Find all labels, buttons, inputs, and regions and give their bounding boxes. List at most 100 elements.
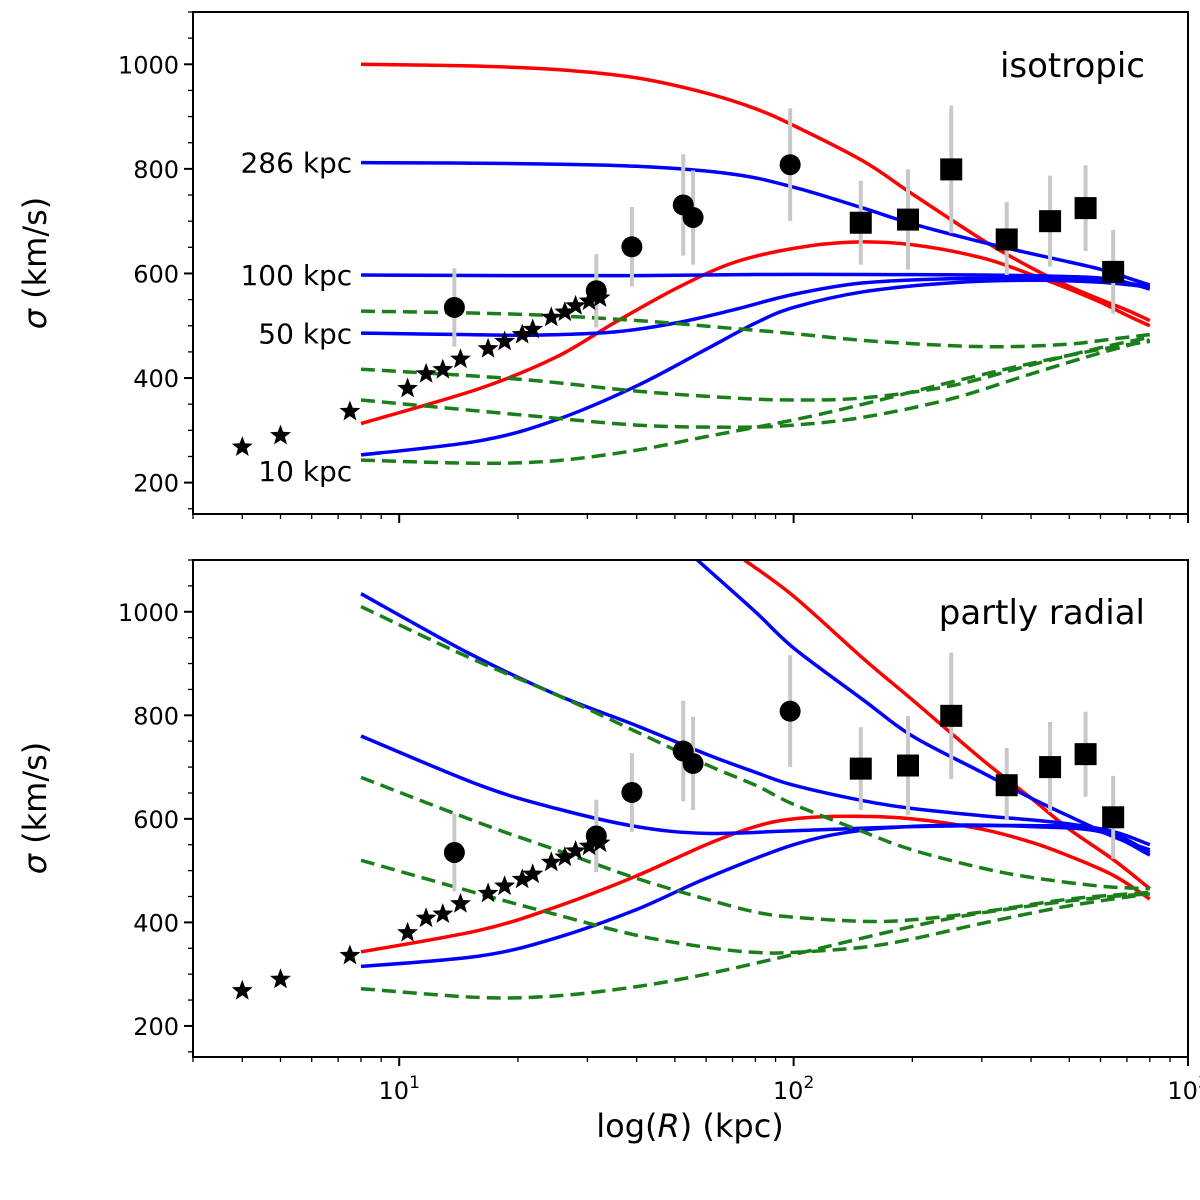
- star-point: [494, 330, 516, 351]
- radius-label: 286 kpc: [240, 147, 352, 180]
- star-point: [511, 868, 533, 889]
- star-point: [339, 400, 361, 421]
- square-point: [896, 754, 919, 777]
- y-axis-label: σ (km/s): [16, 742, 54, 875]
- square-point: [995, 774, 1018, 797]
- y-axis-label: σ (km/s): [16, 197, 54, 330]
- circle-point: [621, 236, 643, 258]
- y-tick-label: 200: [133, 1013, 179, 1041]
- y-axis-unit: (km/s): [16, 742, 54, 854]
- circle-point: [443, 842, 465, 864]
- star-point: [554, 301, 576, 322]
- circle-point: [443, 296, 465, 318]
- star-point: [270, 424, 291, 445]
- curve-red-1: [360, 62, 1151, 323]
- y-tick-label: 600: [133, 260, 179, 288]
- circle-point: [682, 752, 704, 774]
- star-point: [231, 979, 253, 1000]
- square-point: [1074, 197, 1097, 220]
- x-tick-label: 102: [773, 1073, 814, 1105]
- x-tick-base: 10: [773, 1077, 804, 1105]
- square-point: [995, 228, 1018, 251]
- plot-frame: [192, 559, 1189, 1058]
- y-tick-label: 1000: [118, 599, 179, 627]
- curve-green-1: [360, 605, 1150, 891]
- star-point: [565, 294, 586, 315]
- series-layer: [360, 62, 1151, 466]
- panel-isotropic: 286 kpc 100 kpc 50 kpc 10 kpc 200 400 600 800 1…: [16, 11, 1189, 523]
- x-tick-label: 103: [1167, 1073, 1200, 1105]
- y-axis-symbol: σ: [16, 307, 54, 329]
- x-axis-label-pre: log(: [596, 1107, 657, 1145]
- curve-red-2: [360, 814, 1151, 954]
- star-point: [565, 840, 586, 860]
- star-point: [477, 882, 499, 903]
- y-tick-label: 1000: [118, 51, 179, 79]
- y-tick-label: 800: [133, 702, 179, 730]
- circle-point: [585, 825, 607, 847]
- x-tick-base: 10: [1167, 1077, 1198, 1105]
- star-point: [522, 318, 544, 339]
- square-point: [1102, 260, 1125, 283]
- radius-label: 50 kpc: [258, 318, 352, 351]
- star-point: [450, 348, 471, 369]
- star-point: [231, 436, 253, 456]
- plot-frame: [192, 11, 1189, 515]
- star-point: [415, 907, 437, 928]
- star-point: [540, 306, 562, 327]
- curve-blue-4: [360, 823, 1151, 969]
- star-point: [415, 362, 437, 383]
- annotation-layer: 286 kpc 100 kpc 50 kpc 10 kpc: [240, 147, 352, 489]
- plot-area: [193, 560, 1188, 1057]
- curve-green-3: [360, 858, 1151, 955]
- y-tick-label: 800: [133, 156, 179, 184]
- star-point: [450, 892, 471, 913]
- curve-blue-100: [360, 272, 1151, 291]
- radius-label: 100 kpc: [240, 259, 352, 292]
- y-tick-label: 400: [133, 909, 179, 937]
- star-point: [477, 337, 499, 358]
- x-tick-exponent: 2: [803, 1073, 814, 1093]
- x-tick-base: 10: [379, 1077, 410, 1105]
- circle-point: [779, 700, 801, 722]
- x-axis-label: log(R) (kpc): [596, 1107, 784, 1145]
- star-point: [432, 903, 454, 923]
- star-point: [270, 968, 291, 989]
- star-point: [494, 875, 516, 896]
- circle-point: [682, 207, 704, 229]
- square-point: [1074, 743, 1097, 766]
- y-tick-label: 600: [133, 806, 179, 834]
- panel-title: partly radial: [939, 593, 1145, 633]
- y-axis-unit: (km/s): [16, 197, 54, 309]
- curve-green-4: [360, 892, 1150, 1000]
- star-point: [339, 944, 361, 965]
- x-tick-label: 101: [379, 1073, 420, 1105]
- square-point: [940, 704, 963, 727]
- panel-partly-radial: 2004006008001000101102103 partly radial …: [16, 559, 1200, 1105]
- y-tick-label: 400: [133, 365, 179, 393]
- square-point: [849, 211, 872, 234]
- x-tick-exponent: 1: [409, 1073, 420, 1093]
- tick-layer: 2004006008001000101102103: [118, 559, 1200, 1105]
- x-axis-label-var: R: [657, 1107, 679, 1145]
- curve-red-2: [360, 240, 1151, 426]
- curve-green-3: [360, 338, 1151, 429]
- x-tick-exponent: 3: [1198, 1073, 1200, 1093]
- x-axis-label-post: ) (kpc): [680, 1107, 784, 1145]
- star-point: [578, 290, 600, 311]
- y-tick-label: 200: [133, 470, 179, 498]
- curve-blue-10: [360, 278, 1150, 457]
- curve-blue-286: [360, 160, 1151, 287]
- star-point: [432, 358, 454, 379]
- star-point: [554, 846, 576, 867]
- series-layer: [360, 560, 1151, 1000]
- circle-point: [585, 280, 607, 302]
- square-point: [1102, 806, 1125, 829]
- star-point: [397, 377, 418, 398]
- star-point: [578, 835, 600, 856]
- star-point: [522, 863, 544, 884]
- circle-point: [779, 154, 801, 176]
- y-axis-symbol: σ: [16, 852, 54, 874]
- marker-layer: [231, 652, 1125, 1000]
